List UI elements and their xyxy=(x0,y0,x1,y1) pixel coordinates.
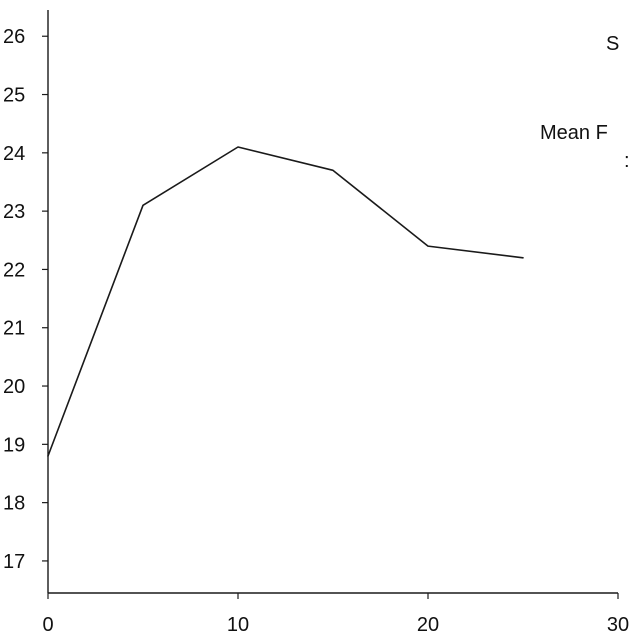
y-tick-label: 21 xyxy=(3,318,25,340)
side-annotation-2: Mean F xyxy=(540,122,608,144)
x-tick-label: 30 xyxy=(607,614,629,636)
y-tick-label: 17 xyxy=(3,551,25,573)
x-tick-label: 20 xyxy=(417,614,439,636)
y-tick-label: 19 xyxy=(3,434,25,456)
side-annotation-3: : xyxy=(624,150,630,172)
y-tick-label: 20 xyxy=(3,376,25,398)
y-axis-ticks: 17 18 19 20 21 22 23 24 25 26 xyxy=(3,26,48,573)
side-annotation-1: S xyxy=(606,33,619,55)
y-tick-label: 26 xyxy=(3,26,25,48)
y-tick-label: 25 xyxy=(3,85,25,107)
series-line xyxy=(48,147,523,456)
x-tick-label: 10 xyxy=(227,614,249,636)
x-tick-label: 0 xyxy=(42,614,53,636)
y-tick-label: 23 xyxy=(3,201,25,223)
x-axis-ticks: 0 10 20 30 xyxy=(42,593,629,636)
y-tick-label: 24 xyxy=(3,143,25,165)
series-layer xyxy=(48,147,523,456)
y-tick-label: 22 xyxy=(3,259,25,281)
y-tick-label: 18 xyxy=(3,493,25,515)
